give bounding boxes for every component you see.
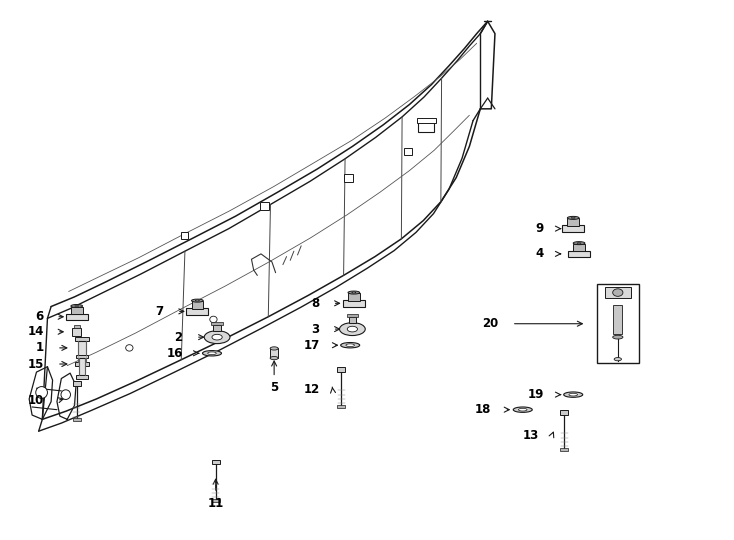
Text: 17: 17 [303,339,319,352]
Ellipse shape [573,241,585,245]
Ellipse shape [208,352,217,355]
Ellipse shape [270,356,278,360]
Text: 3: 3 [311,322,319,335]
Ellipse shape [192,299,203,302]
Ellipse shape [567,217,579,219]
Text: 8: 8 [311,297,319,310]
Bar [614,305,622,334]
Ellipse shape [340,322,366,335]
Bar [560,448,568,450]
Bar [76,375,88,379]
Bar [338,405,346,408]
Bar [211,322,223,325]
Ellipse shape [71,305,82,307]
Bar [417,118,436,123]
Text: 14: 14 [27,325,44,338]
Bar [211,460,219,464]
Bar [418,122,435,132]
Bar [78,341,86,362]
Text: 1: 1 [36,341,44,354]
Bar [76,355,88,359]
Text: 10: 10 [28,394,44,407]
Bar [79,359,85,375]
Bar [73,418,81,421]
Ellipse shape [204,330,230,343]
Bar [73,381,81,386]
Ellipse shape [348,291,360,294]
Bar [75,337,89,341]
Text: 4: 4 [536,247,544,260]
Bar [75,362,89,366]
Text: 7: 7 [156,305,164,318]
Ellipse shape [212,334,222,340]
Bar [348,293,360,301]
Ellipse shape [270,347,278,350]
Ellipse shape [577,242,581,244]
Bar [605,287,631,299]
Bar [211,499,219,502]
Bar [568,251,590,257]
Bar [349,316,356,322]
Text: 12: 12 [303,383,319,396]
Ellipse shape [341,342,360,348]
Bar [192,301,203,309]
Bar [73,328,81,335]
Bar [573,244,585,251]
Text: 19: 19 [528,388,544,401]
Bar [567,218,579,226]
Bar [560,410,568,415]
Text: 11: 11 [208,497,224,510]
Ellipse shape [518,408,527,411]
Bar [562,225,584,232]
Text: 16: 16 [167,347,183,360]
Bar [344,173,353,181]
Circle shape [613,289,623,296]
Ellipse shape [61,390,70,400]
Ellipse shape [613,335,623,339]
Bar [343,300,365,307]
Text: 15: 15 [27,357,44,370]
Ellipse shape [203,350,222,356]
Bar [73,325,80,328]
Text: 5: 5 [270,381,278,394]
Bar [66,314,87,320]
Bar [597,284,639,363]
Bar [404,148,413,156]
Ellipse shape [614,357,622,361]
Bar [270,348,277,358]
Ellipse shape [564,392,583,397]
Bar [71,307,82,314]
Ellipse shape [352,292,356,293]
Bar [261,201,269,210]
Ellipse shape [75,306,79,307]
Text: 6: 6 [34,310,43,323]
Ellipse shape [36,387,48,399]
Bar [338,367,346,372]
Text: 2: 2 [175,330,183,343]
Bar [181,232,188,239]
Ellipse shape [569,393,578,396]
Text: 9: 9 [536,222,544,235]
Ellipse shape [571,217,575,219]
Text: 18: 18 [475,403,491,416]
Text: 20: 20 [482,317,498,330]
Bar [186,308,208,315]
Text: 13: 13 [523,429,539,442]
Ellipse shape [210,316,217,322]
Ellipse shape [346,344,355,347]
Ellipse shape [195,300,200,301]
Ellipse shape [513,407,532,413]
Ellipse shape [126,345,133,351]
Bar [214,325,221,330]
Bar [346,314,358,316]
Ellipse shape [347,326,357,332]
